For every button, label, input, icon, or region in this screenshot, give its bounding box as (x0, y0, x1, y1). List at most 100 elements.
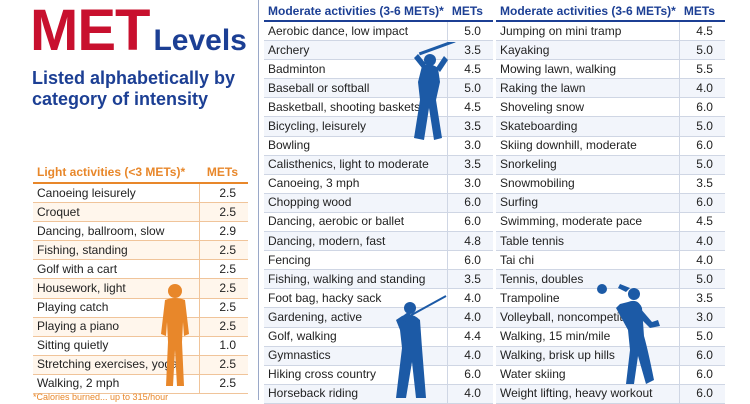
table-row: Stretching exercises, yoga 2.5 (33, 355, 248, 375)
met-value-cell: 3.5 (447, 269, 493, 290)
table-row: Snorkeling 5.0 (496, 155, 725, 175)
met-value-cell: 5.0 (447, 21, 493, 42)
activity-cell: Snowmobiling (496, 174, 680, 194)
activity-cell: Chopping wood (264, 193, 448, 213)
met-value-cell: 2.5 (199, 317, 248, 337)
activity-cell: Walking, 2 mph (33, 374, 200, 395)
table-row: Fishing, standing 2.5 (33, 240, 248, 261)
light-activities-table: Light activities (<3 METs)* METs Canoein… (33, 162, 248, 395)
met-value-cell: 6.0 (447, 365, 493, 385)
met-value-cell: 4.0 (679, 250, 725, 271)
met-value-cell: 6.0 (447, 193, 493, 213)
activity-cell: Snorkeling (496, 155, 680, 175)
met-value-cell: 3.0 (447, 174, 493, 194)
table-row: Surfing 6.0 (496, 193, 725, 213)
activity-cell: Swimming, moderate pace (496, 212, 680, 233)
activity-cell: Mowing lawn, walking (496, 59, 680, 80)
activity-cell: Skiing downhill, moderate (496, 136, 680, 156)
moderate1-header: Moderate activities (3-6 METs)* (264, 2, 448, 22)
activity-cell: Badminton (264, 59, 448, 80)
activity-cell: Playing a piano (33, 317, 200, 337)
met-value-cell: 4.5 (447, 59, 493, 80)
table-row: Fencing 6.0 (264, 250, 493, 271)
activity-cell: Dancing, aerobic or ballet (264, 212, 448, 233)
table-row: Bicycling, leisurely 3.5 (264, 116, 493, 137)
met-value-cell: 6.0 (679, 97, 725, 118)
met-value-cell: 6.0 (447, 250, 493, 271)
moderate2-mets-header: METs (679, 2, 725, 22)
table-row: Mowing lawn, walking 5.5 (496, 59, 725, 80)
table-row: Croquet 2.5 (33, 202, 248, 223)
met-value-cell: 2.9 (199, 221, 248, 242)
activity-cell: Weight lifting, heavy workout (496, 384, 680, 404)
table-row: Sitting quietly 1.0 (33, 336, 248, 356)
met-value-cell: 3.5 (679, 174, 725, 194)
table-row: Bowling 3.0 (264, 136, 493, 156)
met-value-cell: 4.0 (447, 288, 493, 309)
activity-cell: Croquet (33, 202, 200, 223)
met-value-cell: 5.0 (679, 155, 725, 175)
met-value-cell: 5.0 (679, 116, 725, 137)
met-value-cell: 4.0 (679, 231, 725, 252)
table-row: Archery 3.5 (264, 40, 493, 61)
table-row: Jumping on mini tramp 4.5 (496, 21, 725, 42)
table-row: Baseball or softball 5.0 (264, 78, 493, 99)
met-value-cell: 2.5 (199, 374, 248, 395)
met-value-cell: 3.5 (447, 40, 493, 61)
activity-cell: Playing catch (33, 298, 200, 318)
table-row: Weight lifting, heavy workout 6.0 (496, 384, 725, 404)
activity-cell: Canoeing, 3 mph (264, 174, 448, 194)
moderate2-header: Moderate activities (3-6 METs)* (496, 2, 680, 22)
met-value-cell: 3.0 (447, 136, 493, 156)
title-met: MET (30, 0, 150, 63)
met-value-cell: 2.5 (199, 298, 248, 318)
activity-cell: Skateboarding (496, 116, 680, 137)
table-row: Foot bag, hacky sack 4.0 (264, 288, 493, 309)
table-row: Playing catch 2.5 (33, 298, 248, 318)
table-row: Canoeing, 3 mph 3.0 (264, 174, 493, 194)
table-row: Raking the lawn 4.0 (496, 78, 725, 99)
table-row: Housework, light 2.5 (33, 278, 248, 299)
met-value-cell: 2.5 (199, 240, 248, 261)
table-row: Water skiing 6.0 (496, 365, 725, 385)
met-value-cell: 4.5 (679, 212, 725, 233)
met-value-cell: 2.5 (199, 202, 248, 223)
met-value-cell: 4.0 (447, 307, 493, 328)
table-row: Tennis, doubles 5.0 (496, 269, 725, 290)
table-row: Hiking cross country 6.0 (264, 365, 493, 385)
activity-cell: Archery (264, 40, 448, 61)
met-value-cell: 5.0 (447, 78, 493, 99)
moderate-activities-table-1: Moderate activities (3-6 METs)* METs Aer… (264, 2, 493, 404)
table-row: Basketball, shooting baskets 4.5 (264, 97, 493, 118)
table-row: Swimming, moderate pace 4.5 (496, 212, 725, 233)
activity-cell: Fishing, standing (33, 240, 200, 261)
table-row: Walking, 2 mph 2.5 (33, 374, 248, 395)
table-row: Shoveling snow 6.0 (496, 97, 725, 118)
activity-cell: Foot bag, hacky sack (264, 288, 448, 309)
met-value-cell: 4.8 (447, 231, 493, 252)
met-value-cell: 3.5 (447, 116, 493, 137)
activity-cell: Sitting quietly (33, 336, 200, 356)
activity-cell: Shoveling snow (496, 97, 680, 118)
table-row: Canoeing leisurely 2.5 (33, 183, 248, 204)
table-row: Dancing, modern, fast 4.8 (264, 231, 493, 252)
met-value-cell: 2.5 (199, 355, 248, 375)
baseball-player-icon (414, 42, 456, 140)
activity-cell: Raking the lawn (496, 78, 680, 99)
met-value-cell: 5.0 (679, 327, 725, 347)
title: MET Levels (30, 2, 260, 60)
activity-cell: Stretching exercises, yoga (33, 355, 200, 375)
met-value-cell: 3.0 (679, 307, 725, 328)
met-value-cell: 5.0 (679, 269, 725, 290)
met-value-cell: 3.5 (447, 155, 493, 175)
activity-cell: Aerobic dance, low impact (264, 21, 448, 42)
met-value-cell: 4.4 (447, 327, 493, 347)
met-value-cell: 6.0 (679, 136, 725, 156)
table-row: Gymnastics 4.0 (264, 346, 493, 366)
walking-person-icon (161, 284, 189, 386)
table-row: Aerobic dance, low impact 5.0 (264, 21, 493, 42)
table-row: Playing a piano 2.5 (33, 317, 248, 337)
met-value-cell: 6.0 (447, 212, 493, 233)
met-value-cell: 2.5 (199, 278, 248, 299)
activity-cell: Tennis, doubles (496, 269, 680, 290)
